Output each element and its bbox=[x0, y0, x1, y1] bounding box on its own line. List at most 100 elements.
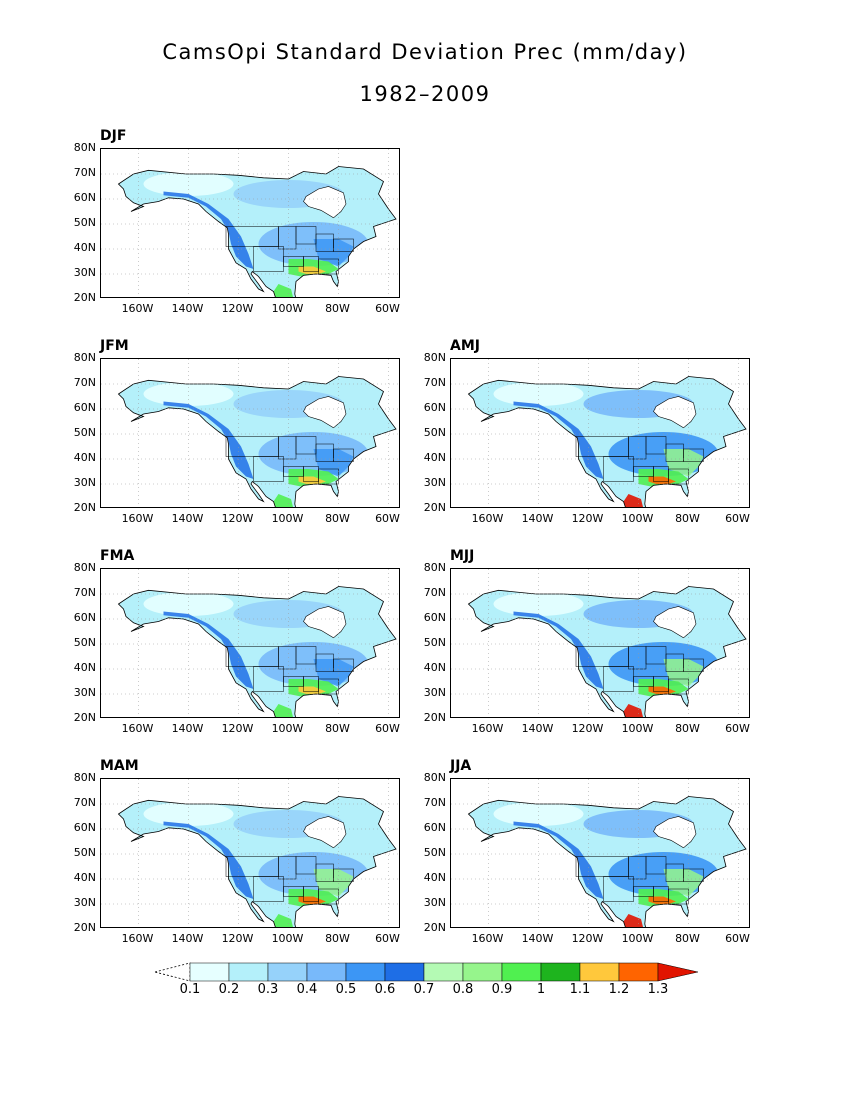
panel-label: AMJ bbox=[450, 338, 480, 354]
colorbar-tick-label: 0.6 bbox=[374, 982, 396, 997]
state-border bbox=[318, 258, 339, 275]
state-border bbox=[683, 658, 704, 672]
lon-tick-label: 80W bbox=[325, 512, 350, 525]
colorbar-swatch bbox=[306, 962, 347, 982]
lat-tick-label: 40N bbox=[73, 451, 96, 464]
east-band bbox=[313, 449, 354, 477]
gulf-max bbox=[648, 686, 676, 694]
mexico-band bbox=[273, 284, 294, 297]
colorbar-swatch bbox=[618, 962, 659, 982]
east-band bbox=[663, 659, 704, 687]
east-band bbox=[313, 869, 354, 897]
lon-tick-label: 100W bbox=[621, 722, 654, 735]
gulf-max bbox=[298, 266, 326, 274]
lon-tick-label: 160W bbox=[121, 512, 154, 525]
low-variance-area bbox=[143, 172, 234, 196]
coastline bbox=[117, 376, 397, 507]
lon-tick-label: 140W bbox=[171, 932, 204, 945]
lon-tick-label: 140W bbox=[521, 512, 554, 525]
lon-tick-label: 120W bbox=[221, 512, 254, 525]
lat-tick-label: 80N bbox=[73, 561, 96, 574]
map-frame bbox=[100, 148, 400, 298]
colorbar-low-arrow bbox=[154, 962, 191, 982]
precip-map bbox=[101, 149, 399, 297]
lon-tick-label: 60W bbox=[725, 932, 750, 945]
lat-tick-label: 60N bbox=[423, 401, 446, 414]
lon-tick-label: 120W bbox=[571, 512, 604, 525]
gulf-max bbox=[298, 476, 326, 484]
east-band bbox=[663, 869, 704, 897]
colorbar: 0.1 0.2 0.3 0.4 0.5 0.6 0.7 0.8 0.9 1 1.1 1.2 1.3 bbox=[150, 962, 700, 1002]
panel-label: JJA bbox=[450, 758, 472, 774]
lat-tick-label: 60N bbox=[73, 611, 96, 624]
lat-tick-label: 80N bbox=[73, 771, 96, 784]
lat-tick-label: 80N bbox=[423, 561, 446, 574]
lon-tick-label: 120W bbox=[221, 932, 254, 945]
low-variance-area bbox=[493, 382, 584, 406]
lat-tick-label: 70N bbox=[73, 166, 96, 179]
lat-tick-label: 50N bbox=[423, 636, 446, 649]
colorbar-swatch bbox=[384, 962, 425, 982]
lon-tick-label: 60W bbox=[375, 302, 400, 315]
colorbar-tick-label: 1.3 bbox=[647, 982, 669, 997]
hudson-bay bbox=[303, 606, 346, 638]
lon-tick-label: 140W bbox=[521, 932, 554, 945]
state-border bbox=[318, 468, 339, 485]
lat-tick-label: 60N bbox=[73, 821, 96, 834]
lat-tick-label: 40N bbox=[423, 871, 446, 884]
lon-tick-label: 60W bbox=[725, 722, 750, 735]
lon-tick-label: 80W bbox=[325, 302, 350, 315]
low-variance-area bbox=[143, 802, 234, 826]
gulf-max bbox=[298, 896, 326, 904]
lat-tick-label: 50N bbox=[423, 426, 446, 439]
lon-tick-label: 80W bbox=[675, 932, 700, 945]
map-panel-fma: FMA 80N 70N 60N 50N 40N 30N 20N 160W 140W 120W 100W… bbox=[50, 548, 400, 735]
lat-tick-label: 60N bbox=[73, 191, 96, 204]
lon-tick-label: 80W bbox=[675, 512, 700, 525]
lon-tick-label: 100W bbox=[621, 512, 654, 525]
hudson-coast bbox=[653, 816, 697, 849]
map-frame bbox=[450, 568, 750, 718]
state-border bbox=[333, 868, 354, 882]
hudson-coast bbox=[303, 396, 347, 429]
coastline bbox=[467, 376, 747, 507]
colorbar-tick-label: 0.5 bbox=[335, 982, 357, 997]
west-coast-band bbox=[513, 821, 604, 899]
state-border bbox=[683, 448, 704, 462]
coastline bbox=[117, 166, 397, 297]
colorbar-tick-label: 1.1 bbox=[569, 982, 591, 997]
west-coast-band bbox=[513, 611, 604, 689]
state-border bbox=[333, 448, 354, 462]
figure-subtitle: 1982–2009 bbox=[359, 82, 491, 106]
west-coast-band bbox=[163, 191, 254, 269]
lat-tick-label: 30N bbox=[73, 266, 96, 279]
lat-tick-label: 40N bbox=[73, 241, 96, 254]
map-frame bbox=[450, 358, 750, 508]
coastline bbox=[467, 586, 747, 717]
lat-tick-label: 40N bbox=[73, 661, 96, 674]
lon-tick-label: 120W bbox=[221, 302, 254, 315]
colorbar-swatch bbox=[540, 962, 581, 982]
hudson-coast bbox=[653, 396, 697, 429]
mexico-band bbox=[273, 914, 294, 927]
map-panel-mjj: MJJ 80N 70N 60N 50N 40N 30N 20N 160W 140W 120W 100W… bbox=[400, 548, 750, 735]
lon-tick-label: 140W bbox=[171, 302, 204, 315]
state-border bbox=[668, 468, 689, 485]
hudson-bay bbox=[653, 606, 696, 638]
lon-tick-label: 80W bbox=[325, 932, 350, 945]
lat-tick-label: 60N bbox=[423, 611, 446, 624]
colorbar-tick-label: 0.2 bbox=[218, 982, 240, 997]
lon-tick-label: 100W bbox=[271, 302, 304, 315]
lat-tick-label: 80N bbox=[423, 351, 446, 364]
lat-tick-label: 70N bbox=[423, 796, 446, 809]
state-border bbox=[668, 888, 689, 905]
lat-tick-label: 40N bbox=[423, 451, 446, 464]
hudson-coast bbox=[303, 186, 347, 219]
lon-tick-label: 60W bbox=[375, 932, 400, 945]
lat-tick-label: 70N bbox=[423, 586, 446, 599]
lon-tick-label: 160W bbox=[121, 302, 154, 315]
state-border bbox=[683, 868, 704, 882]
panel-label: JFM bbox=[100, 338, 129, 354]
lat-tick-label: 20N bbox=[73, 711, 96, 724]
lon-tick-label: 100W bbox=[271, 722, 304, 735]
